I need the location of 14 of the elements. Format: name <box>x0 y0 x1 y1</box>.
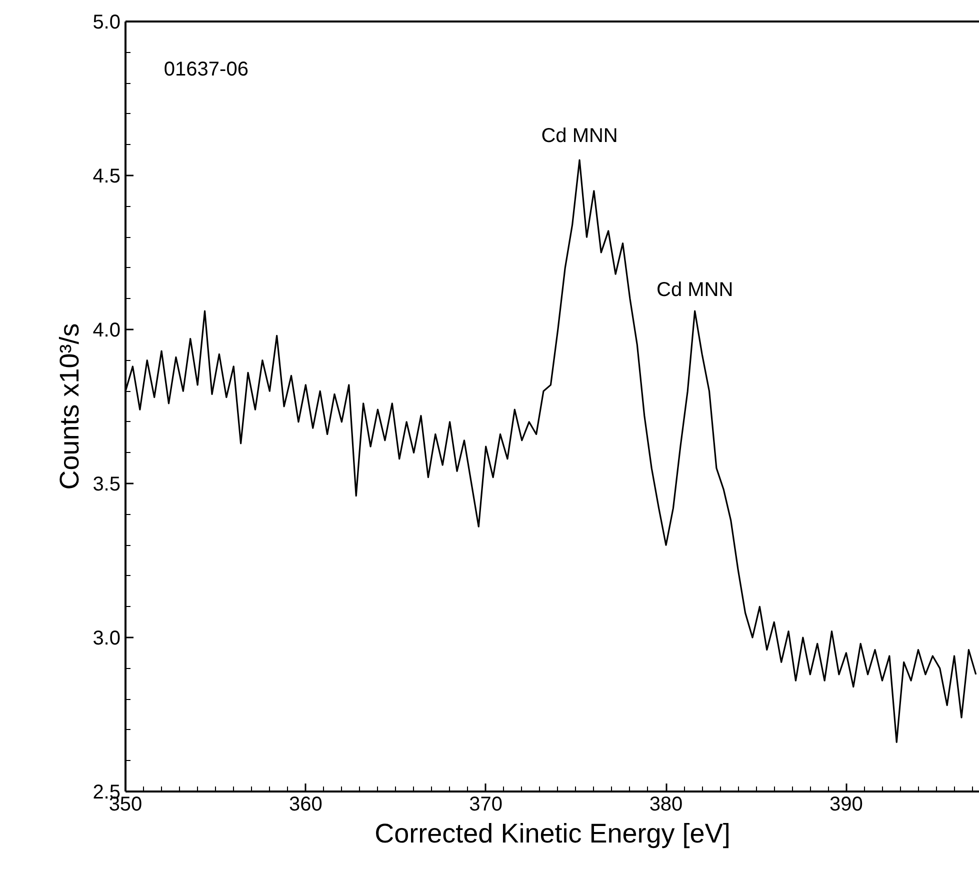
y-axis-title: Counts x10³/s <box>54 323 85 490</box>
x-tick-label: 390 <box>829 794 863 816</box>
annotation: 01637-06 <box>164 58 248 80</box>
y-tick-label: 3.5 <box>92 474 121 496</box>
y-tick-label: 4.5 <box>92 166 121 188</box>
annotation: Cd MNN <box>541 125 618 148</box>
annotation: Cd MNN <box>656 279 734 302</box>
x-tick-label: 380 <box>649 794 683 816</box>
x-axis-title: Corrected Kinetic Energy [eV] <box>374 818 730 848</box>
y-tick-label: 4.0 <box>92 320 121 342</box>
x-tick-label: 370 <box>469 794 503 816</box>
y-tick-label: 5.0 <box>92 12 121 34</box>
x-tick-label: 360 <box>288 794 322 816</box>
y-tick-label: 3.0 <box>92 628 121 650</box>
